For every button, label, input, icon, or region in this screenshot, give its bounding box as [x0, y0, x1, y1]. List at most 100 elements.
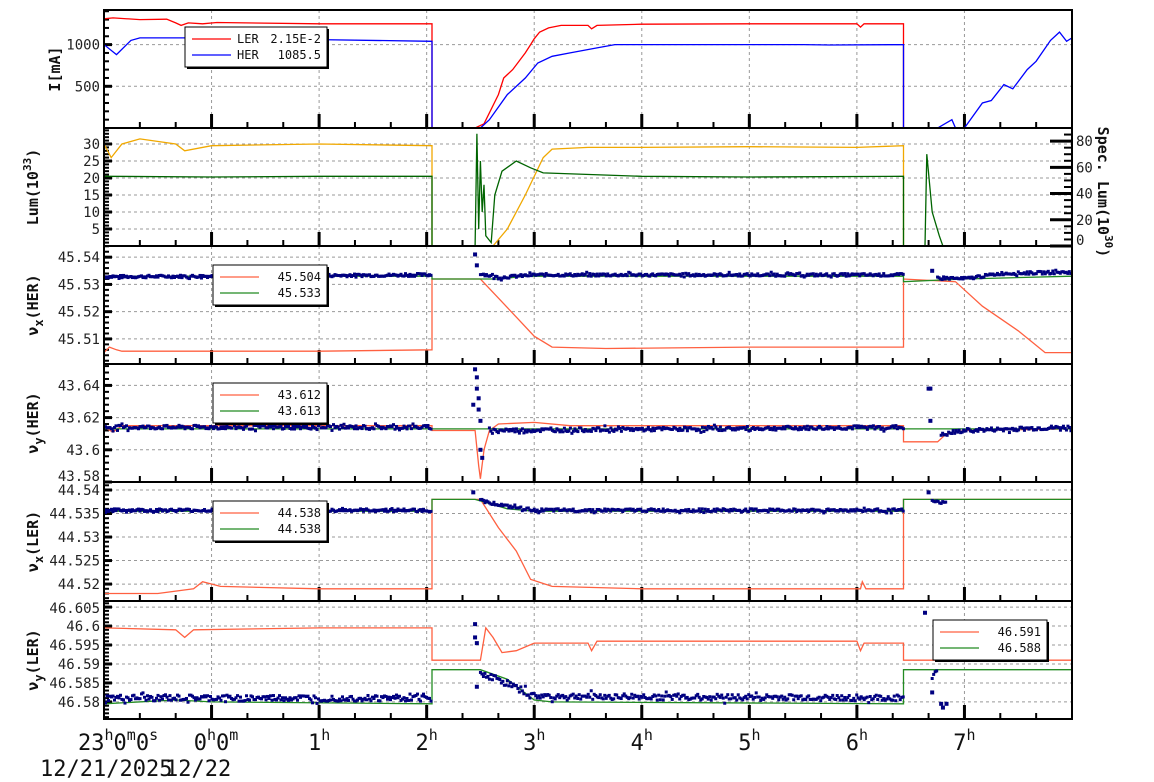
data-point: [366, 693, 370, 697]
data-point: [206, 694, 209, 698]
data-point: [511, 682, 515, 686]
data-point: [685, 509, 689, 513]
y-tick-label: 15: [83, 188, 100, 204]
data-point: [399, 272, 403, 276]
y-tick-label: 25: [83, 154, 100, 170]
data-point: [111, 429, 115, 433]
data-point: [699, 510, 703, 514]
data-point: [104, 701, 107, 705]
data-point: [191, 427, 194, 431]
data-point: [786, 697, 790, 701]
legend: LER 2.15E-2 HER 1085.5: [184, 26, 329, 69]
data-point: [119, 274, 122, 278]
data-point: [720, 509, 724, 513]
y-tick-label: 1000: [66, 38, 100, 54]
data-point: [684, 271, 688, 275]
data-point: [368, 697, 371, 701]
x-tick-unit: h: [859, 726, 868, 744]
data-point: [585, 695, 589, 699]
data-point: [219, 698, 223, 702]
data-point: [589, 510, 593, 514]
data-point: [577, 693, 581, 697]
data-point: [684, 426, 688, 430]
data-point: [209, 695, 212, 699]
y-tick-label: 46.59: [58, 657, 100, 673]
data-point: [862, 506, 866, 510]
data-point: [519, 505, 523, 509]
data-point: [609, 509, 613, 513]
data-point: [538, 509, 542, 513]
data-point: [841, 698, 845, 702]
data-point: [117, 276, 121, 280]
right-tick-label: 20: [1076, 213, 1093, 229]
data-point: [550, 700, 554, 704]
x-tick-main: 1: [308, 731, 321, 756]
data-point: [359, 696, 362, 700]
data-point: [828, 697, 832, 701]
legend: 45.504 45.533: [212, 264, 329, 307]
data-point: [570, 509, 574, 513]
data-point: [579, 697, 583, 701]
data-point: [275, 698, 278, 702]
data-point: [552, 509, 556, 513]
series-group: [104, 610, 1072, 710]
data-point: [792, 427, 796, 431]
data-point: [429, 699, 433, 703]
data-point: [523, 684, 527, 688]
data-point: [679, 274, 683, 278]
data-point: [239, 695, 242, 699]
data-point: [807, 428, 811, 432]
data-point: [573, 427, 577, 431]
data-point: [511, 427, 515, 431]
data-point: [844, 698, 848, 702]
data-point: [119, 693, 122, 697]
data-point: [699, 430, 703, 434]
data-point: [667, 274, 671, 278]
data-point: [574, 694, 578, 698]
data-point: [375, 694, 379, 698]
data-point: [114, 424, 118, 428]
data-point: [529, 274, 533, 278]
legend-name: HER: [237, 48, 259, 62]
data-point: [516, 686, 520, 690]
data-point: [735, 272, 739, 276]
data-point: [266, 694, 269, 698]
data-point: [207, 699, 211, 703]
right-tick-label: 0: [1076, 233, 1084, 249]
data-point: [871, 424, 875, 428]
data-point: [754, 507, 758, 511]
data-point: [775, 695, 779, 699]
y-axis-label-text: Lum(10: [24, 171, 42, 225]
data-point: [696, 509, 700, 513]
data-point: [630, 427, 634, 431]
data-point: [799, 694, 803, 698]
data-point: [288, 696, 292, 700]
data-point: [591, 697, 595, 701]
data-point: [410, 427, 413, 431]
data-point: [565, 698, 569, 702]
data-point: [780, 427, 784, 431]
right-axis-label-sup: 30: [1102, 235, 1115, 248]
series-line-her: [104, 31, 1072, 128]
data-point: [657, 693, 661, 697]
data-point: [556, 272, 560, 276]
data-point: [287, 698, 290, 702]
data-point: [350, 694, 353, 698]
data-point: [404, 699, 407, 703]
data-point: [582, 430, 586, 434]
data-point: [141, 508, 145, 512]
panel-4: 43.58 43.6 43.62 43.64 νy(HER) 43.612 43.613: [24, 363, 1073, 485]
data-point: [272, 694, 275, 698]
data-point: [666, 272, 670, 276]
y-axis-label-text: I[mA]: [46, 46, 64, 91]
data-point: [513, 273, 517, 277]
data-point: [167, 698, 170, 702]
data-point: [804, 274, 808, 278]
data-point: [413, 507, 416, 511]
data-point: [114, 509, 118, 513]
data-point: [738, 272, 742, 276]
data-point: [844, 274, 848, 278]
data-point: [775, 272, 779, 276]
data-point: [880, 698, 884, 702]
